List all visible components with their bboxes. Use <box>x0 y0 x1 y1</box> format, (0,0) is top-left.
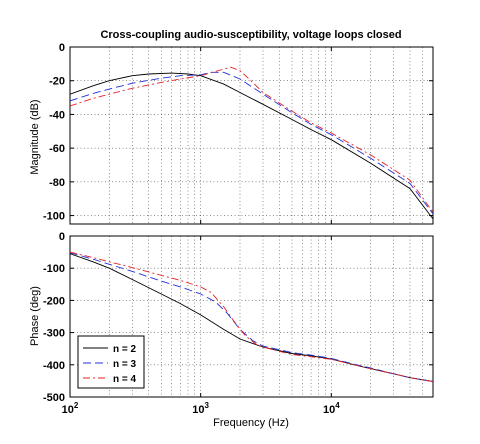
y-tick-label: -400 <box>43 360 65 372</box>
series-line-n2 <box>70 253 433 382</box>
y-tick-label: 0 <box>59 231 65 243</box>
y-tick-label: -200 <box>43 295 65 307</box>
y-tick-label: -60 <box>49 143 65 155</box>
y-tick-label: 0 <box>59 42 65 54</box>
series-line-n2 <box>70 72 433 220</box>
series-line-n3 <box>70 252 433 382</box>
legend-label: n = 3 <box>113 359 137 370</box>
legend-label: n = 4 <box>113 374 137 385</box>
chart-title: Cross-coupling audio-susceptibility, vol… <box>100 29 401 41</box>
axes-box <box>69 235 434 398</box>
y-tick-label: -100 <box>43 211 65 223</box>
magnitude-y-axis-label: Magnitude (dB) <box>29 99 41 174</box>
axes-box <box>69 46 434 225</box>
y-tick-label: -80 <box>49 177 65 189</box>
x-tick-label: 103 <box>192 401 209 416</box>
series-line-n4 <box>70 66 433 213</box>
y-tick-label: -40 <box>49 109 65 121</box>
y-tick-label: -20 <box>49 76 65 88</box>
x-axis-label: Frequency (Hz) <box>213 417 289 429</box>
x-tick-label: 104 <box>323 401 340 416</box>
y-tick-label: -500 <box>43 392 65 404</box>
x-tick-label: 102 <box>62 401 79 416</box>
legend-label: n = 2 <box>113 344 137 355</box>
y-tick-label: -100 <box>43 263 65 275</box>
y-tick-label: -300 <box>43 328 65 340</box>
legend-box <box>77 335 145 389</box>
series-line-n3 <box>70 71 433 215</box>
phase-y-axis-label: Phase (deg) <box>29 286 41 346</box>
magnitude-plot: 0 -20 -40 -60 -80 -100 <box>43 42 434 225</box>
